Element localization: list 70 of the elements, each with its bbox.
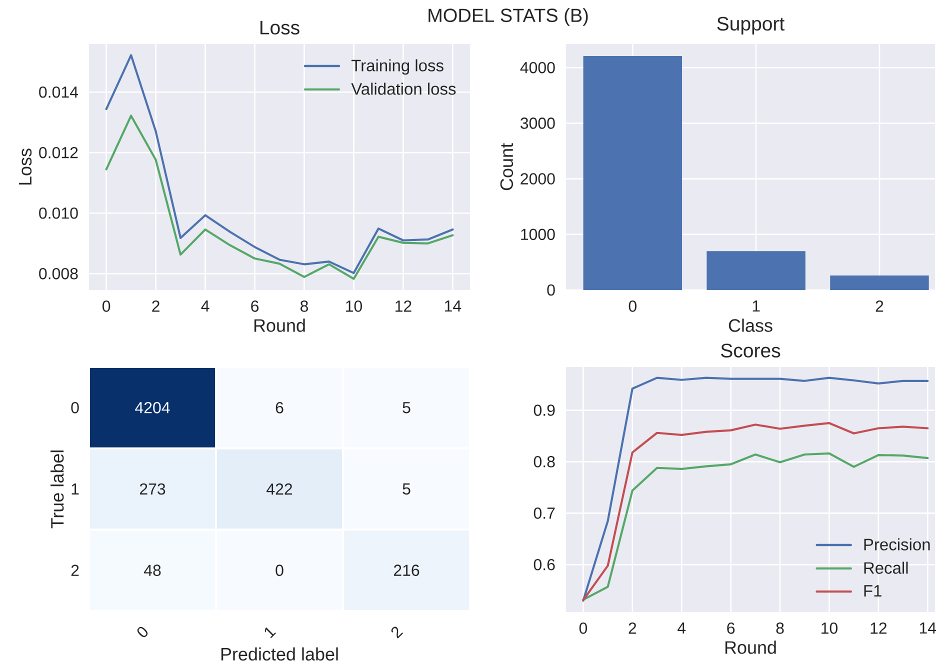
legend-label: Precision <box>864 538 930 550</box>
line-series <box>105 54 454 274</box>
x-tick-label: 4 <box>201 300 210 312</box>
data-label: 422 <box>266 483 292 495</box>
chart-title: Support <box>717 16 785 34</box>
y-tick-label: 3000 <box>520 118 555 129</box>
x-axis-title: Round <box>254 318 305 332</box>
x-tick-label: 12 <box>396 300 412 312</box>
x-tick-label: 10 <box>346 300 362 312</box>
line-series <box>582 452 929 601</box>
x-axis-title: Class <box>728 318 772 332</box>
y-tick-label: 0.8 <box>534 456 555 468</box>
y-tick-label: 1000 <box>521 228 555 240</box>
y-tick-label: 0.012 <box>39 146 78 158</box>
x-tick-label: 0 <box>137 626 148 638</box>
x-tick-label: 14 <box>920 622 936 634</box>
data-label: 216 <box>394 564 420 576</box>
bar <box>830 276 929 290</box>
data-label: 4204 <box>135 402 170 414</box>
x-tick-label: 4 <box>678 622 686 634</box>
text: MODEL STATS (B) <box>428 8 588 26</box>
x-tick-label: 0 <box>628 300 636 312</box>
line-series <box>582 422 929 602</box>
x-tick-label: 2 <box>628 622 636 634</box>
legend-label: Recall <box>864 562 908 574</box>
x-tick-label: 2 <box>391 626 404 639</box>
y-tick-label: 0.010 <box>39 207 78 219</box>
y-tick-label: 0.008 <box>39 268 78 280</box>
y-axis-title: True label <box>50 450 64 528</box>
x-tick-label: 12 <box>870 622 887 634</box>
y-tick-label: 2000 <box>520 173 555 184</box>
y-tick-label: 0 <box>547 284 555 296</box>
legend-label: Training loss <box>351 59 444 75</box>
y-axis-title: Loss <box>19 148 32 185</box>
data-label: 5 <box>402 483 410 495</box>
y-tick-label: 0.9 <box>534 404 555 416</box>
y-tick-label: 0.6 <box>534 558 555 570</box>
legend-label: Validation loss <box>351 82 456 95</box>
x-tick-label: 1 <box>264 627 276 638</box>
x-tick-label: 14 <box>445 300 462 312</box>
x-tick-label: 6 <box>727 622 735 634</box>
bar <box>706 251 806 290</box>
x-tick-label: 0 <box>579 622 588 634</box>
bar <box>583 56 682 290</box>
y-tick-label: 0.014 <box>39 86 78 98</box>
y-tick-label: 0.7 <box>534 508 555 519</box>
x-tick-label: 0 <box>102 300 110 312</box>
x-tick-label: 8 <box>300 300 308 312</box>
x-axis-title: Round <box>725 640 776 654</box>
data-label: 0 <box>276 564 284 576</box>
x-tick-label: 2 <box>152 300 160 312</box>
y-tick-label: 2 <box>71 564 79 576</box>
y-tick-label: 1 <box>72 483 79 495</box>
x-tick-label: 1 <box>752 300 760 312</box>
data-label: 6 <box>276 402 284 414</box>
x-tick-label: 2 <box>876 300 884 312</box>
y-tick-label: 4000 <box>520 62 555 74</box>
x-axis-title: Predicted label <box>221 647 338 661</box>
x-tick-label: 6 <box>251 300 259 312</box>
chart-title: Loss <box>260 20 300 34</box>
y-tick-label: 0 <box>71 402 79 414</box>
legend-label: F1 <box>864 585 882 597</box>
x-tick-label: 8 <box>776 622 784 634</box>
data-label: 5 <box>402 402 410 414</box>
y-axis-title: Count <box>500 143 514 190</box>
x-tick-label: 10 <box>822 622 838 634</box>
data-label: 48 <box>144 564 161 576</box>
line-series <box>105 114 454 280</box>
chart-title: Scores <box>721 344 780 358</box>
data-label: 273 <box>140 483 166 495</box>
